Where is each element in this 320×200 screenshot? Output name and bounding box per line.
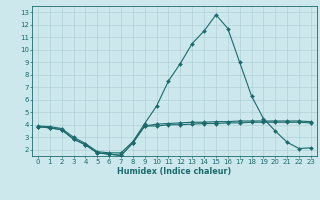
X-axis label: Humidex (Indice chaleur): Humidex (Indice chaleur) [117,167,232,176]
